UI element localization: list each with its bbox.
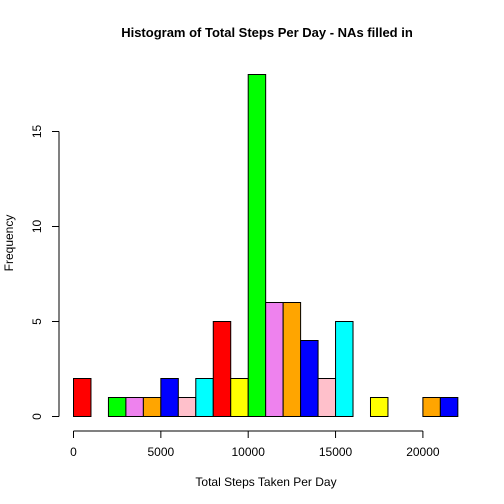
histogram-bar (142, 397, 162, 417)
histogram-bar (300, 340, 319, 417)
histogram-bar (177, 397, 197, 417)
histogram-bar (282, 302, 302, 417)
y-tick-label: 10 (30, 220, 44, 234)
x-tick-label: 5000 (147, 445, 174, 459)
x-tick-label: 15000 (319, 445, 353, 459)
y-axis: 0 5 10 15 (30, 125, 60, 420)
y-tick-label: 15 (30, 125, 44, 139)
y-tick-label: 0 (30, 413, 44, 420)
histogram-bar (317, 378, 337, 417)
x-axis: 0 5000 10000 15000 20000 (70, 430, 440, 459)
x-axis-label: Total Steps Taken Per Day (195, 475, 336, 489)
histogram-bar (125, 397, 144, 417)
histogram-bar (230, 378, 249, 417)
chart-title: Histogram of Total Steps Per Day - NAs f… (121, 25, 413, 40)
y-tick-label: 5 (30, 318, 44, 325)
x-tick-label: 0 (70, 445, 77, 459)
y-axis-label: Frequency (2, 215, 16, 272)
x-tick-label: 10000 (232, 445, 266, 459)
histogram-bar (160, 378, 179, 417)
histogram-bar (439, 397, 459, 417)
bars-group (73, 74, 459, 417)
histogram-bar (73, 378, 92, 417)
histogram-bar (107, 397, 127, 417)
histogram-bar (195, 378, 214, 417)
histogram-bar (422, 397, 441, 417)
histogram-bar (247, 74, 267, 417)
histogram-bar (369, 397, 389, 417)
x-tick-label: 20000 (406, 445, 440, 459)
histogram-bar (335, 321, 354, 417)
histogram-bar (212, 321, 232, 417)
histogram-bar (265, 302, 284, 417)
